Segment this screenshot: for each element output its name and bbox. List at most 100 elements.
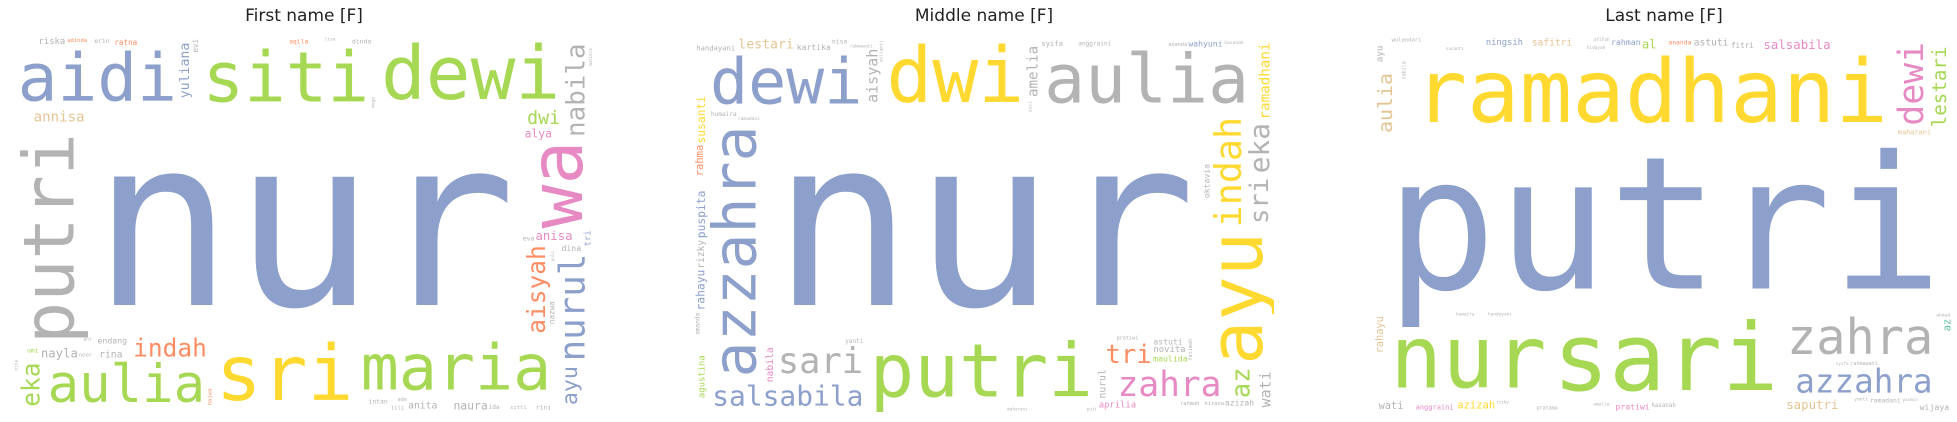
wordcloud-word: ahmad bbox=[1936, 313, 1950, 319]
wordcloud-word: noor bbox=[79, 352, 93, 358]
wordcloud-word: anita bbox=[408, 401, 437, 412]
wordcloud-word: lestari bbox=[1928, 46, 1951, 127]
wordcloud-word: ramadani bbox=[738, 116, 760, 122]
wordcloud-word: syifa bbox=[1041, 39, 1063, 48]
wordcloud-word: salsabila bbox=[712, 380, 863, 412]
wordcloud-word: rahmawati bbox=[850, 43, 873, 48]
wordcloud-word: tri bbox=[583, 230, 593, 246]
wordcloud-word: aprilia bbox=[1099, 401, 1136, 411]
wordcloud-word: evi bbox=[191, 39, 200, 53]
wordcloud-word: nazwa bbox=[547, 301, 556, 324]
wordcloud-word: rahmah bbox=[1180, 401, 1199, 407]
chart-title-last-name: Last name [F] bbox=[1605, 6, 1723, 26]
wordcloud-word: puspita bbox=[695, 191, 708, 239]
wordcloud-word: handayani bbox=[1488, 312, 1512, 318]
wordcloud-word: ananda bbox=[1168, 42, 1187, 48]
wordcloud-word: wati bbox=[1379, 400, 1404, 412]
wordcloud-word: maharani bbox=[1007, 407, 1028, 412]
wordcloud-word: kirana bbox=[1205, 401, 1224, 407]
wordcloud-word: handayani bbox=[696, 43, 735, 52]
wordcloud-word: nurul bbox=[552, 254, 593, 362]
wordcloud-word: annisa bbox=[34, 109, 85, 125]
wordcloud-word: nabila bbox=[1402, 61, 1408, 79]
wordcloud-word: indah bbox=[1207, 117, 1250, 227]
wordcloud-word: alya bbox=[525, 126, 552, 140]
wordcloud-word: kartika bbox=[797, 42, 831, 52]
wordcloud-word: az bbox=[1941, 319, 1953, 331]
wordcloud-word: humaira bbox=[1456, 312, 1475, 318]
wordcloud-word: nayla bbox=[41, 347, 78, 361]
wordcloud-word: safitri bbox=[1532, 37, 1573, 48]
wordcloud-word: astuti bbox=[1694, 37, 1729, 48]
wordcloud-word: ananda bbox=[1668, 38, 1691, 46]
wordcloud-word: ayu bbox=[1195, 232, 1274, 365]
wordcloud-word: maulida bbox=[1153, 354, 1188, 364]
wordcloud-word: rahmawati bbox=[1851, 361, 1878, 367]
wordcloud-word: putri bbox=[14, 133, 91, 344]
wordcloud-word: yuli bbox=[550, 251, 556, 262]
wordcloud-word: oktavia bbox=[1201, 164, 1211, 198]
wordcloud-word: fitri bbox=[1731, 41, 1754, 50]
wordcloud-word: lisa bbox=[325, 37, 336, 43]
wordcloud-word: umi bbox=[27, 347, 39, 355]
wordcloud-word: rahman bbox=[1611, 37, 1641, 47]
wordcloud-word: dina bbox=[561, 243, 581, 253]
wordcloud-word: zahra bbox=[1787, 310, 1933, 366]
wordcloud-word: sri bbox=[1245, 178, 1274, 224]
wordcloud-word: dinda bbox=[352, 37, 371, 45]
wordcloud-word: dewi bbox=[710, 45, 862, 119]
wordcloud-word: suci bbox=[1028, 101, 1034, 112]
wordcloud-word: aisyah bbox=[522, 245, 551, 334]
wordcloud-word: fatimah bbox=[1188, 339, 1194, 361]
wordcloud-word: endang bbox=[98, 335, 128, 345]
wordcloud-word: rahma bbox=[694, 145, 706, 177]
wordcloud-word: pratiwi bbox=[1117, 336, 1139, 342]
wordcloud-word: amelia bbox=[1025, 46, 1041, 97]
wordcloud-word: amanda bbox=[694, 312, 701, 334]
wordcloud-word: nisa bbox=[832, 37, 848, 45]
wordcloud-word: susanti bbox=[1446, 46, 1464, 51]
wordcloud-word: hasanah bbox=[1224, 40, 1244, 46]
wordcloud-word: puji bbox=[1087, 406, 1098, 411]
wordcloud-word: nina bbox=[14, 360, 20, 371]
wordcloud-word: ratna bbox=[114, 38, 137, 47]
wordcloud-word: pratiwi bbox=[1616, 402, 1650, 412]
wordcloud-word: aisyah bbox=[863, 49, 881, 103]
wordcloud-word: indah bbox=[133, 333, 207, 362]
wordcloud-word: aqila bbox=[289, 38, 308, 46]
wordcloud-word: ida bbox=[489, 404, 500, 411]
wordcloud-word: dewi bbox=[381, 37, 560, 117]
wordcloud-word: sari bbox=[1553, 304, 1779, 412]
wordcloud-word: dwi bbox=[886, 37, 1024, 120]
wordcloud-word: ramadhani bbox=[1414, 41, 1888, 143]
wordcloud-word: ade bbox=[398, 397, 407, 403]
wordcloud-word: wahyuni bbox=[1188, 38, 1222, 48]
wordcloud-word: wati bbox=[1257, 371, 1275, 407]
wordcloud-word: naura bbox=[453, 398, 487, 412]
wordcloud-word: lestari bbox=[738, 37, 794, 52]
wordcloud-word: aidi bbox=[18, 40, 177, 117]
wordcloud-word: nur bbox=[772, 88, 1196, 361]
wordcloud-word: riska bbox=[39, 37, 66, 47]
wordcloud-word: nur bbox=[92, 88, 516, 361]
wordcloud-word: eka bbox=[1243, 123, 1274, 173]
wordcloud-word: wa bbox=[515, 141, 594, 229]
wordcloud-word: maria bbox=[361, 331, 552, 405]
wordcloud-word: yasmin bbox=[1903, 397, 1919, 402]
wordcloud-word: aulia bbox=[1044, 41, 1249, 120]
wordcloud-word: yanti bbox=[1854, 397, 1868, 403]
wordcloud-word: rini bbox=[536, 404, 552, 412]
wordcloud-word: sitti bbox=[510, 405, 527, 411]
wordcloud-word: siti bbox=[202, 39, 369, 119]
wordcloud-word: nabila bbox=[765, 347, 776, 382]
wordcloud-word: aulia bbox=[48, 354, 205, 412]
wordcloud-word: tri bbox=[1105, 340, 1151, 370]
wordcloud-word: ningsih bbox=[1486, 38, 1523, 48]
wordcloud-word: az bbox=[1226, 368, 1256, 399]
wordcloud-word: afifah bbox=[1594, 37, 1610, 43]
wordcloud-word: nabila bbox=[561, 43, 591, 137]
wordcloud-word: sri bbox=[216, 329, 354, 412]
wordcloud-word: azzahra bbox=[1795, 363, 1932, 401]
wordcloud-word: rina bbox=[99, 350, 122, 361]
